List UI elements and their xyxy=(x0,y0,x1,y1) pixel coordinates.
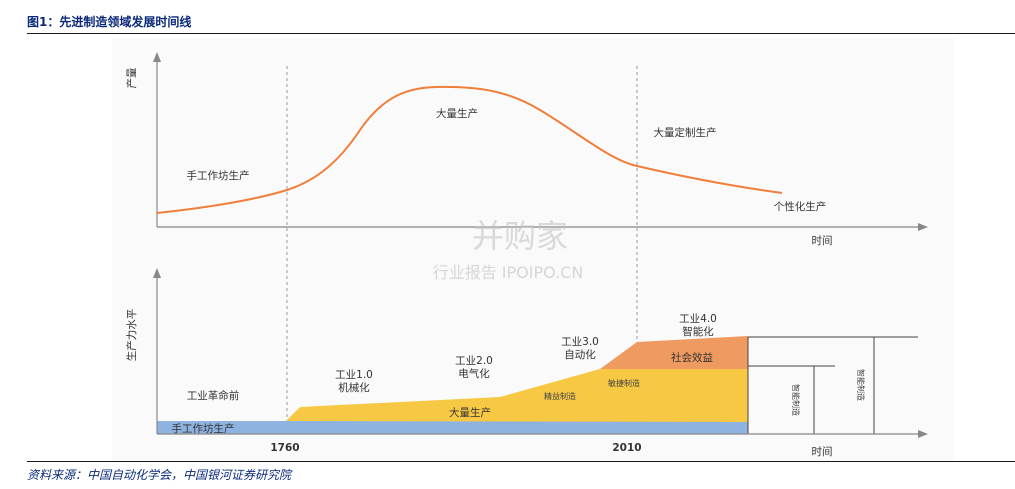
output-curve xyxy=(156,85,783,214)
band-mass xyxy=(287,369,748,422)
bottom-y-axis-label: 生产力水平 xyxy=(125,309,138,362)
era-industry-3-title: 工业3.0 xyxy=(561,336,599,348)
phase-label-mass: 大量生产 xyxy=(436,107,478,120)
top-rule xyxy=(27,33,1015,34)
bottom-x-arrow xyxy=(918,430,928,438)
top-y-arrow xyxy=(153,52,161,62)
band-label-craft: 手工作坊生产 xyxy=(172,422,235,435)
watermark-subtitle: 行业报告 IPOIPO.CN xyxy=(433,263,584,282)
watermark-brand: 并购家 xyxy=(472,217,568,255)
era-industry-2-subtitle: 电气化 xyxy=(458,367,490,380)
source-note: 资料来源：中国自动化学会，中国银河证券研究院 xyxy=(27,468,292,482)
band-label-agile: 敏捷制造 xyxy=(608,378,640,388)
era-industry-1-subtitle: 机械化 xyxy=(338,381,370,394)
top-y-axis-label: 产量 xyxy=(125,67,138,88)
top-x-axis-label: 时间 xyxy=(812,234,833,247)
era-industry-2-title: 工业2.0 xyxy=(455,355,493,367)
band-label-lean: 精益制造 xyxy=(544,391,576,401)
band-social xyxy=(600,336,748,369)
era-industry-4-subtitle: 智能化 xyxy=(682,325,714,338)
era-industry-3-subtitle: 自动化 xyxy=(564,348,596,361)
top-x-arrow xyxy=(918,223,928,231)
figure-title: 图1：先进制造领域发展时间线 xyxy=(27,15,192,29)
phase-label-mass-custom: 大量定制生产 xyxy=(654,126,717,139)
x-tick-1760: 1760 xyxy=(270,442,299,454)
watermark: 并购家 行业报告 IPOIPO.CN xyxy=(433,217,584,282)
era-industry-1-title: 工业1.0 xyxy=(335,369,373,381)
bottom-chart: 生产力水平 时间 1760 2010 工业革命前 工业1.0 机械化 工业2.0… xyxy=(125,268,928,458)
phase-label-craft: 手工作坊生产 xyxy=(187,169,250,182)
top-chart: 产量 时间 手工作坊生产 大量生产 大量定制生产 个性化生产 xyxy=(125,52,928,247)
bottom-y-arrow xyxy=(153,268,161,278)
band-label-mass: 大量生产 xyxy=(449,406,491,419)
band-label-social: 社会效益 xyxy=(671,351,713,364)
phase-label-personalized: 个性化生产 xyxy=(774,200,827,213)
side-label-smart-inner: 智能制造 xyxy=(791,384,801,416)
bottom-rule xyxy=(27,461,1015,462)
band-craft xyxy=(157,421,748,434)
x-tick-2010: 2010 xyxy=(612,442,641,454)
era-pre-industrial: 工业革命前 xyxy=(187,389,240,402)
side-label-smart-outer: 智能制造 xyxy=(856,369,866,401)
era-industry-4-title: 工业4.0 xyxy=(679,313,717,325)
bottom-x-axis-label: 时间 xyxy=(812,445,833,458)
